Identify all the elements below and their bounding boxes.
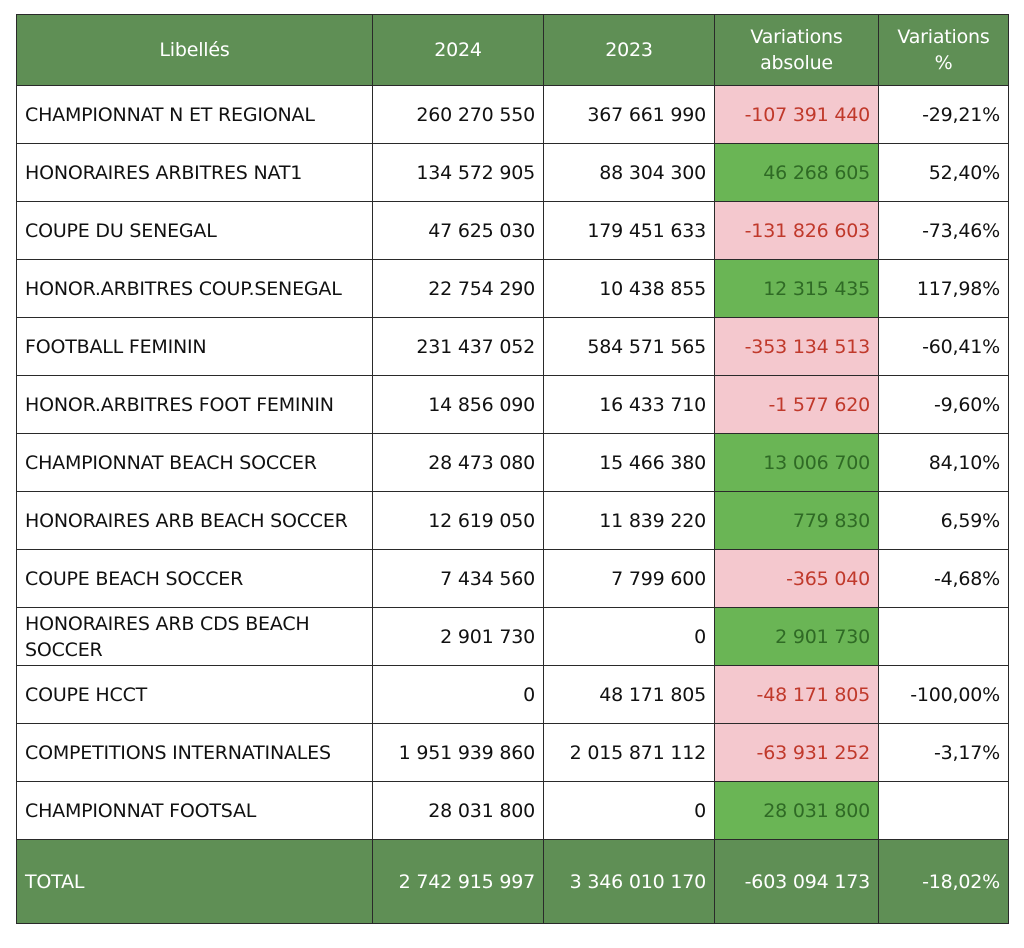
- row-label: CHAMPIONNAT FOOTSAL: [16, 781, 373, 840]
- row-label: COMPETITIONS INTERNATINALES: [16, 723, 373, 782]
- row-label: FOOTBALL FEMININ: [16, 317, 373, 376]
- row-variation-absolute: -365 040: [714, 549, 879, 608]
- row-value-2024: 260 270 550: [372, 85, 544, 144]
- row-value-2023: 15 466 380: [543, 433, 715, 492]
- row-variation-percent: -4,68%: [878, 549, 1009, 608]
- row-value-2023: 584 571 565: [543, 317, 715, 376]
- row-label: COUPE BEACH SOCCER: [16, 549, 373, 608]
- total-label: TOTAL: [16, 839, 373, 924]
- row-value-2023: 10 438 855: [543, 259, 715, 318]
- table-header: Libellés 2024 2023 Variations absolue Va…: [16, 14, 1009, 86]
- header-variation-absolute: Variations absolue: [714, 14, 879, 86]
- row-label: COUPE DU SENEGAL: [16, 201, 373, 260]
- table-row: HONOR.ARBITRES FOOT FEMININ 14 856 090 16 …: [16, 375, 1009, 434]
- table-container: Libellés 2024 2023 Variations absolue Va…: [16, 14, 1009, 924]
- header-variation-percent: Variations %: [878, 14, 1009, 86]
- row-variation-absolute: -63 931 252: [714, 723, 879, 782]
- row-value-2023: 0: [543, 781, 715, 840]
- row-variation-percent: 52,40%: [878, 143, 1009, 202]
- budget-variation-table: Libellés 2024 2023 Variations absolue Va…: [16, 14, 1009, 924]
- row-value-2023: 179 451 633: [543, 201, 715, 260]
- row-label: HONOR.ARBITRES COUP.SENEGAL: [16, 259, 373, 318]
- row-value-2024: 231 437 052: [372, 317, 544, 376]
- header-2023: 2023: [543, 14, 715, 86]
- row-variation-absolute: -48 171 805: [714, 665, 879, 724]
- row-value-2024: 0: [372, 665, 544, 724]
- row-value-2023: 0: [543, 607, 715, 666]
- table-row: HONOR.ARBITRES COUP.SENEGAL 22 754 290 10 …: [16, 259, 1009, 318]
- table-body: CHAMPIONNAT N ET REGIONAL 260 270 550 367 …: [16, 85, 1009, 840]
- row-label: HONOR.ARBITRES FOOT FEMININ: [16, 375, 373, 434]
- row-value-2023: 367 661 990: [543, 85, 715, 144]
- row-variation-percent: [878, 607, 1009, 666]
- total-variation-absolute: -603 094 173: [714, 839, 879, 924]
- row-value-2024: 7 434 560: [372, 549, 544, 608]
- row-label: CHAMPIONNAT N ET REGIONAL: [16, 85, 373, 144]
- row-value-2024: 47 625 030: [372, 201, 544, 260]
- row-value-2024: 14 856 090: [372, 375, 544, 434]
- row-variation-absolute: 46 268 605: [714, 143, 879, 202]
- table-row: COUPE DU SENEGAL 47 625 030 179 451 633 -13…: [16, 201, 1009, 260]
- row-variation-absolute: -107 391 440: [714, 85, 879, 144]
- row-variation-percent: -60,41%: [878, 317, 1009, 376]
- row-value-2023: 48 171 805: [543, 665, 715, 724]
- row-variation-percent: -3,17%: [878, 723, 1009, 782]
- header-label: Libellés: [16, 14, 373, 86]
- row-value-2023: 2 015 871 112: [543, 723, 715, 782]
- total-2024: 2 742 915 997: [372, 839, 544, 924]
- table-row: FOOTBALL FEMININ 231 437 052 584 571 565 -3…: [16, 317, 1009, 376]
- table-row: COUPE BEACH SOCCER 7 434 560 7 799 600 -365…: [16, 549, 1009, 608]
- row-variation-percent: -73,46%: [878, 201, 1009, 260]
- row-variation-absolute: 13 006 700: [714, 433, 879, 492]
- table-row: CHAMPIONNAT BEACH SOCCER 28 473 080 15 466…: [16, 433, 1009, 492]
- row-label: COUPE HCCT: [16, 665, 373, 724]
- header-2024: 2024: [372, 14, 544, 86]
- row-variation-absolute: -353 134 513: [714, 317, 879, 376]
- table-row: CHAMPIONNAT N ET REGIONAL 260 270 550 367 …: [16, 85, 1009, 144]
- row-value-2023: 11 839 220: [543, 491, 715, 550]
- row-variation-percent: -100,00%: [878, 665, 1009, 724]
- row-value-2023: 7 799 600: [543, 549, 715, 608]
- table-row: HONORAIRES ARB CDS BEACH SOCCER 2 901 730…: [16, 607, 1009, 666]
- total-2023: 3 346 010 170: [543, 839, 715, 924]
- table-footer: TOTAL 2 742 915 997 3 346 010 170 -603 0…: [16, 839, 1009, 924]
- table-row: COMPETITIONS INTERNATINALES 1 951 939 860…: [16, 723, 1009, 782]
- row-variation-percent: 84,10%: [878, 433, 1009, 492]
- row-value-2023: 16 433 710: [543, 375, 715, 434]
- table-row: CHAMPIONNAT FOOTSAL 28 031 800 0 28 031 800: [16, 781, 1009, 840]
- row-label: HONORAIRES ARB CDS BEACH SOCCER: [16, 607, 373, 666]
- row-value-2024: 134 572 905: [372, 143, 544, 202]
- row-value-2024: 22 754 290: [372, 259, 544, 318]
- row-value-2024: 1 951 939 860: [372, 723, 544, 782]
- row-value-2024: 28 473 080: [372, 433, 544, 492]
- row-variation-percent: 117,98%: [878, 259, 1009, 318]
- row-variation-absolute: 779 830: [714, 491, 879, 550]
- row-value-2024: 2 901 730: [372, 607, 544, 666]
- row-value-2024: 12 619 050: [372, 491, 544, 550]
- table-row: HONORAIRES ARBITRES NAT1 134 572 905 88 30…: [16, 143, 1009, 202]
- total-variation-percent: -18,02%: [878, 839, 1009, 924]
- table-row: COUPE HCCT 0 48 171 805 -48 171 805 -100,00%: [16, 665, 1009, 724]
- row-label: CHAMPIONNAT BEACH SOCCER: [16, 433, 373, 492]
- row-value-2023: 88 304 300: [543, 143, 715, 202]
- row-value-2024: 28 031 800: [372, 781, 544, 840]
- total-row: TOTAL 2 742 915 997 3 346 010 170 -603 0…: [16, 839, 1009, 924]
- row-variation-absolute: 12 315 435: [714, 259, 879, 318]
- row-variation-absolute: 2 901 730: [714, 607, 879, 666]
- row-variation-percent: -29,21%: [878, 85, 1009, 144]
- row-label: HONORAIRES ARB BEACH SOCCER: [16, 491, 373, 550]
- table-row: HONORAIRES ARB BEACH SOCCER 12 619 050 11 …: [16, 491, 1009, 550]
- row-label: HONORAIRES ARBITRES NAT1: [16, 143, 373, 202]
- row-variation-percent: -9,60%: [878, 375, 1009, 434]
- row-variation-absolute: 28 031 800: [714, 781, 879, 840]
- header-row: Libellés 2024 2023 Variations absolue Va…: [16, 14, 1009, 86]
- row-variation-percent: [878, 781, 1009, 840]
- row-variation-absolute: -131 826 603: [714, 201, 879, 260]
- row-variation-absolute: -1 577 620: [714, 375, 879, 434]
- row-variation-percent: 6,59%: [878, 491, 1009, 550]
